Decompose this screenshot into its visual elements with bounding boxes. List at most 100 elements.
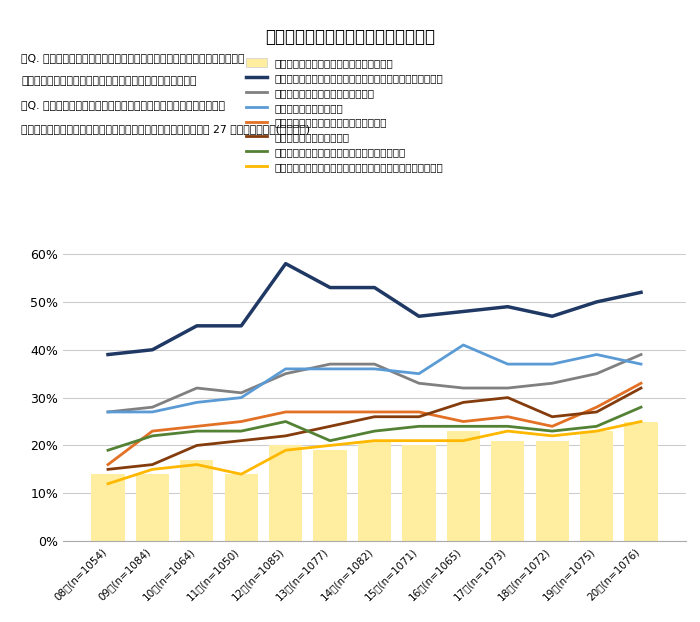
レトルトのルーやソース（カレーやパスタソース等）を使う bbox=[637, 289, 645, 296]
Bar bbox=[447, 431, 480, 541]
Text: 図表４　出来合い品利用の意識と実態: 図表４ 出来合い品利用の意識と実態 bbox=[265, 28, 435, 46]
コンビニ弁当・持ち帰り弁当で昼食をすませる bbox=[370, 427, 379, 435]
レトルトのルーやソース（カレーやパスタソース等）を使う bbox=[237, 322, 246, 330]
調理済み冷凍食品を使う bbox=[104, 408, 112, 415]
Bar bbox=[358, 440, 391, 541]
レトルトのルーやソース（カレーやパスタソース等）を使う bbox=[459, 308, 468, 315]
ファーストフードで昼食をすませる bbox=[326, 360, 335, 368]
レトルト・パウチ入のおかず（煮物やハンバーグ等）を使う bbox=[326, 442, 335, 449]
野菜や魚介類等の素材の冷凍食品を使う bbox=[326, 408, 335, 415]
レトルトのルーやソース（カレーやパスタソース等）を使う bbox=[548, 312, 556, 320]
下味が付いている肉を使う bbox=[459, 399, 468, 406]
Bar bbox=[91, 474, 125, 541]
Line: レトルトのルーやソース（カレーやパスタソース等）を使う: レトルトのルーやソース（カレーやパスタソース等）を使う bbox=[108, 264, 641, 355]
下味が付いている肉を使う bbox=[370, 413, 379, 420]
調理済み冷凍食品を使う bbox=[281, 365, 290, 373]
ファーストフードで昼食をすませる bbox=[237, 389, 246, 397]
レトルトのルーやソース（カレーやパスタソース等）を使う bbox=[148, 346, 157, 353]
Line: コンビニ弁当・持ち帰り弁当で昼食をすませる: コンビニ弁当・持ち帰り弁当で昼食をすませる bbox=[108, 407, 641, 450]
調理済み冷凍食品を使う bbox=[193, 399, 201, 406]
調理済み冷凍食品を使う bbox=[414, 370, 423, 378]
下味が付いている肉を使う bbox=[637, 384, 645, 392]
コンビニ弁当・持ち帰り弁当で昼食をすませる bbox=[503, 422, 512, 430]
ファーストフードで昼食をすませる bbox=[193, 384, 201, 392]
レトルト・パウチ入のおかず（煮物やハンバーグ等）を使う bbox=[414, 437, 423, 444]
Bar bbox=[314, 450, 346, 541]
コンビニ弁当・持ち帰り弁当で昼食をすませる bbox=[237, 427, 246, 435]
下味が付いている肉を使う bbox=[414, 413, 423, 420]
レトルト・パウチ入のおかず（煮物やハンバーグ等）を使う bbox=[459, 437, 468, 444]
レトルトのルーやソース（カレーやパスタソース等）を使う bbox=[370, 284, 379, 291]
野菜や魚介類等の素材の冷凍食品を使う bbox=[459, 418, 468, 425]
コンビニ弁当・持ち帰り弁当で昼食をすませる bbox=[414, 422, 423, 430]
Line: 野菜や魚介類等の素材の冷凍食品を使う: 野菜や魚介類等の素材の冷凍食品を使う bbox=[108, 383, 641, 465]
下味が付いている肉を使う bbox=[281, 432, 290, 440]
ファーストフードで昼食をすませる bbox=[370, 360, 379, 368]
レトルト・パウチ入のおかず（煮物やハンバーグ等）を使う bbox=[548, 432, 556, 440]
レトルトのルーやソース（カレーやパスタソース等）を使う bbox=[193, 322, 201, 330]
コンビニ弁当・持ち帰り弁当で昼食をすませる bbox=[637, 404, 645, 411]
調理済み冷凍食品を使う bbox=[503, 360, 512, 368]
Bar bbox=[624, 422, 658, 541]
調理済み冷凍食品を使う bbox=[459, 341, 468, 349]
レトルトのルーやソース（カレーやパスタソース等）を使う bbox=[503, 303, 512, 310]
下味が付いている肉を使う bbox=[148, 461, 157, 468]
Bar bbox=[402, 445, 435, 541]
コンビニ弁当・持ち帰り弁当で昼食をすませる bbox=[193, 427, 201, 435]
調理済み冷凍食品を使う bbox=[592, 351, 601, 358]
Line: ファーストフードで昼食をすませる: ファーストフードで昼食をすませる bbox=[108, 355, 641, 412]
Bar bbox=[491, 440, 524, 541]
レトルトのルーやソース（カレーやパスタソース等）を使う bbox=[104, 351, 112, 358]
Line: 調理済み冷凍食品を使う: 調理済み冷凍食品を使う bbox=[108, 345, 641, 412]
レトルト・パウチ入のおかず（煮物やハンバーグ等）を使う bbox=[592, 427, 601, 435]
Legend: 出来合い品を上手に活用している「はい」, レトルトのルーやソース（カレーやパスタソース等）を使う, ファーストフードで昼食をすませる, 調理済み冷凍食品を使う,: 出来合い品を上手に活用している「はい」, レトルトのルーやソース（カレーやパスタ… bbox=[243, 55, 447, 175]
野菜や魚介類等の素材の冷凍食品を使う bbox=[104, 461, 112, 468]
ファーストフードで昼食をすませる bbox=[148, 404, 157, 411]
ファーストフードで昼食をすませる bbox=[548, 379, 556, 387]
コンビニ弁当・持ち帰り弁当で昼食をすませる bbox=[281, 418, 290, 425]
Text: 「Q. 普段の食事での、市販品の利用や外食についてお伺いします。: 「Q. 普段の食事での、市販品の利用や外食についてお伺いします。 bbox=[21, 100, 225, 110]
レトルト・パウチ入のおかず（煮物やハンバーグ等）を使う bbox=[281, 447, 290, 454]
野菜や魚介類等の素材の冷凍食品を使う bbox=[548, 422, 556, 430]
レトルトのルーやソース（カレーやパスタソース等）を使う bbox=[592, 298, 601, 305]
コンビニ弁当・持ち帰り弁当で昼食をすませる bbox=[326, 437, 335, 444]
Bar bbox=[580, 431, 613, 541]
Bar bbox=[269, 445, 302, 541]
ファーストフードで昼食をすませる bbox=[459, 384, 468, 392]
下味が付いている肉を使う bbox=[326, 422, 335, 430]
調理済み冷凍食品を使う bbox=[370, 365, 379, 373]
コンビニ弁当・持ち帰り弁当で昼食をすませる bbox=[104, 447, 112, 454]
Bar bbox=[536, 440, 569, 541]
調理済み冷凍食品を使う bbox=[326, 365, 335, 373]
下味が付いている肉を使う bbox=[193, 442, 201, 449]
Line: 下味が付いている肉を使う: 下味が付いている肉を使う bbox=[108, 388, 641, 470]
Text: 「Q. 出来合い品（冷凍食品・レトルト・惣菜等）を上手に活用している」: 「Q. 出来合い品（冷凍食品・レトルト・惣菜等）を上手に活用している」 bbox=[21, 53, 244, 63]
コンビニ弁当・持ち帰り弁当で昼食をすませる bbox=[548, 427, 556, 435]
野菜や魚介類等の素材の冷凍食品を使う bbox=[637, 379, 645, 387]
レトルト・パウチ入のおかず（煮物やハンバーグ等）を使う bbox=[104, 480, 112, 488]
レトルト・パウチ入のおかず（煮物やハンバーグ等）を使う bbox=[637, 418, 645, 425]
野菜や魚介類等の素材の冷凍食品を使う bbox=[148, 427, 157, 435]
レトルトのルーやソース（カレーやパスタソース等）を使う bbox=[281, 260, 290, 267]
野菜や魚介類等の素材の冷凍食品を使う bbox=[281, 408, 290, 415]
レトルトのルーやソース（カレーやパスタソース等）を使う bbox=[414, 312, 423, 320]
野菜や魚介類等の素材の冷凍食品を使う bbox=[193, 422, 201, 430]
Bar bbox=[136, 474, 169, 541]
下味が付いている肉を使う bbox=[503, 394, 512, 401]
野菜や魚介類等の素材の冷凍食品を使う bbox=[370, 408, 379, 415]
レトルト・パウチ入のおかず（煮物やハンバーグ等）を使う bbox=[237, 470, 246, 478]
Text: 「はい」～「いいえ」の４つの選択肢を提示（単数回答）: 「はい」～「いいえ」の４つの選択肢を提示（単数回答） bbox=[21, 77, 197, 86]
ファーストフードで昼食をすませる bbox=[281, 370, 290, 378]
レトルト・パウチ入のおかず（煮物やハンバーグ等）を使う bbox=[193, 461, 201, 468]
レトルトのルーやソース（カレーやパスタソース等）を使う bbox=[326, 284, 335, 291]
Bar bbox=[225, 474, 258, 541]
レトルト・パウチ入のおかず（煮物やハンバーグ等）を使う bbox=[148, 466, 157, 473]
コンビニ弁当・持ち帰り弁当で昼食をすませる bbox=[148, 432, 157, 440]
下味が付いている肉を使う bbox=[548, 413, 556, 420]
ファーストフードで昼食をすませる bbox=[592, 370, 601, 378]
レトルト・パウチ入のおかず（煮物やハンバーグ等）を使う bbox=[503, 427, 512, 435]
調理済み冷凍食品を使う bbox=[637, 360, 645, 368]
ファーストフードで昼食をすませる bbox=[104, 408, 112, 415]
調理済み冷凍食品を使う bbox=[148, 408, 157, 415]
ファーストフードで昼食をすませる bbox=[503, 384, 512, 392]
